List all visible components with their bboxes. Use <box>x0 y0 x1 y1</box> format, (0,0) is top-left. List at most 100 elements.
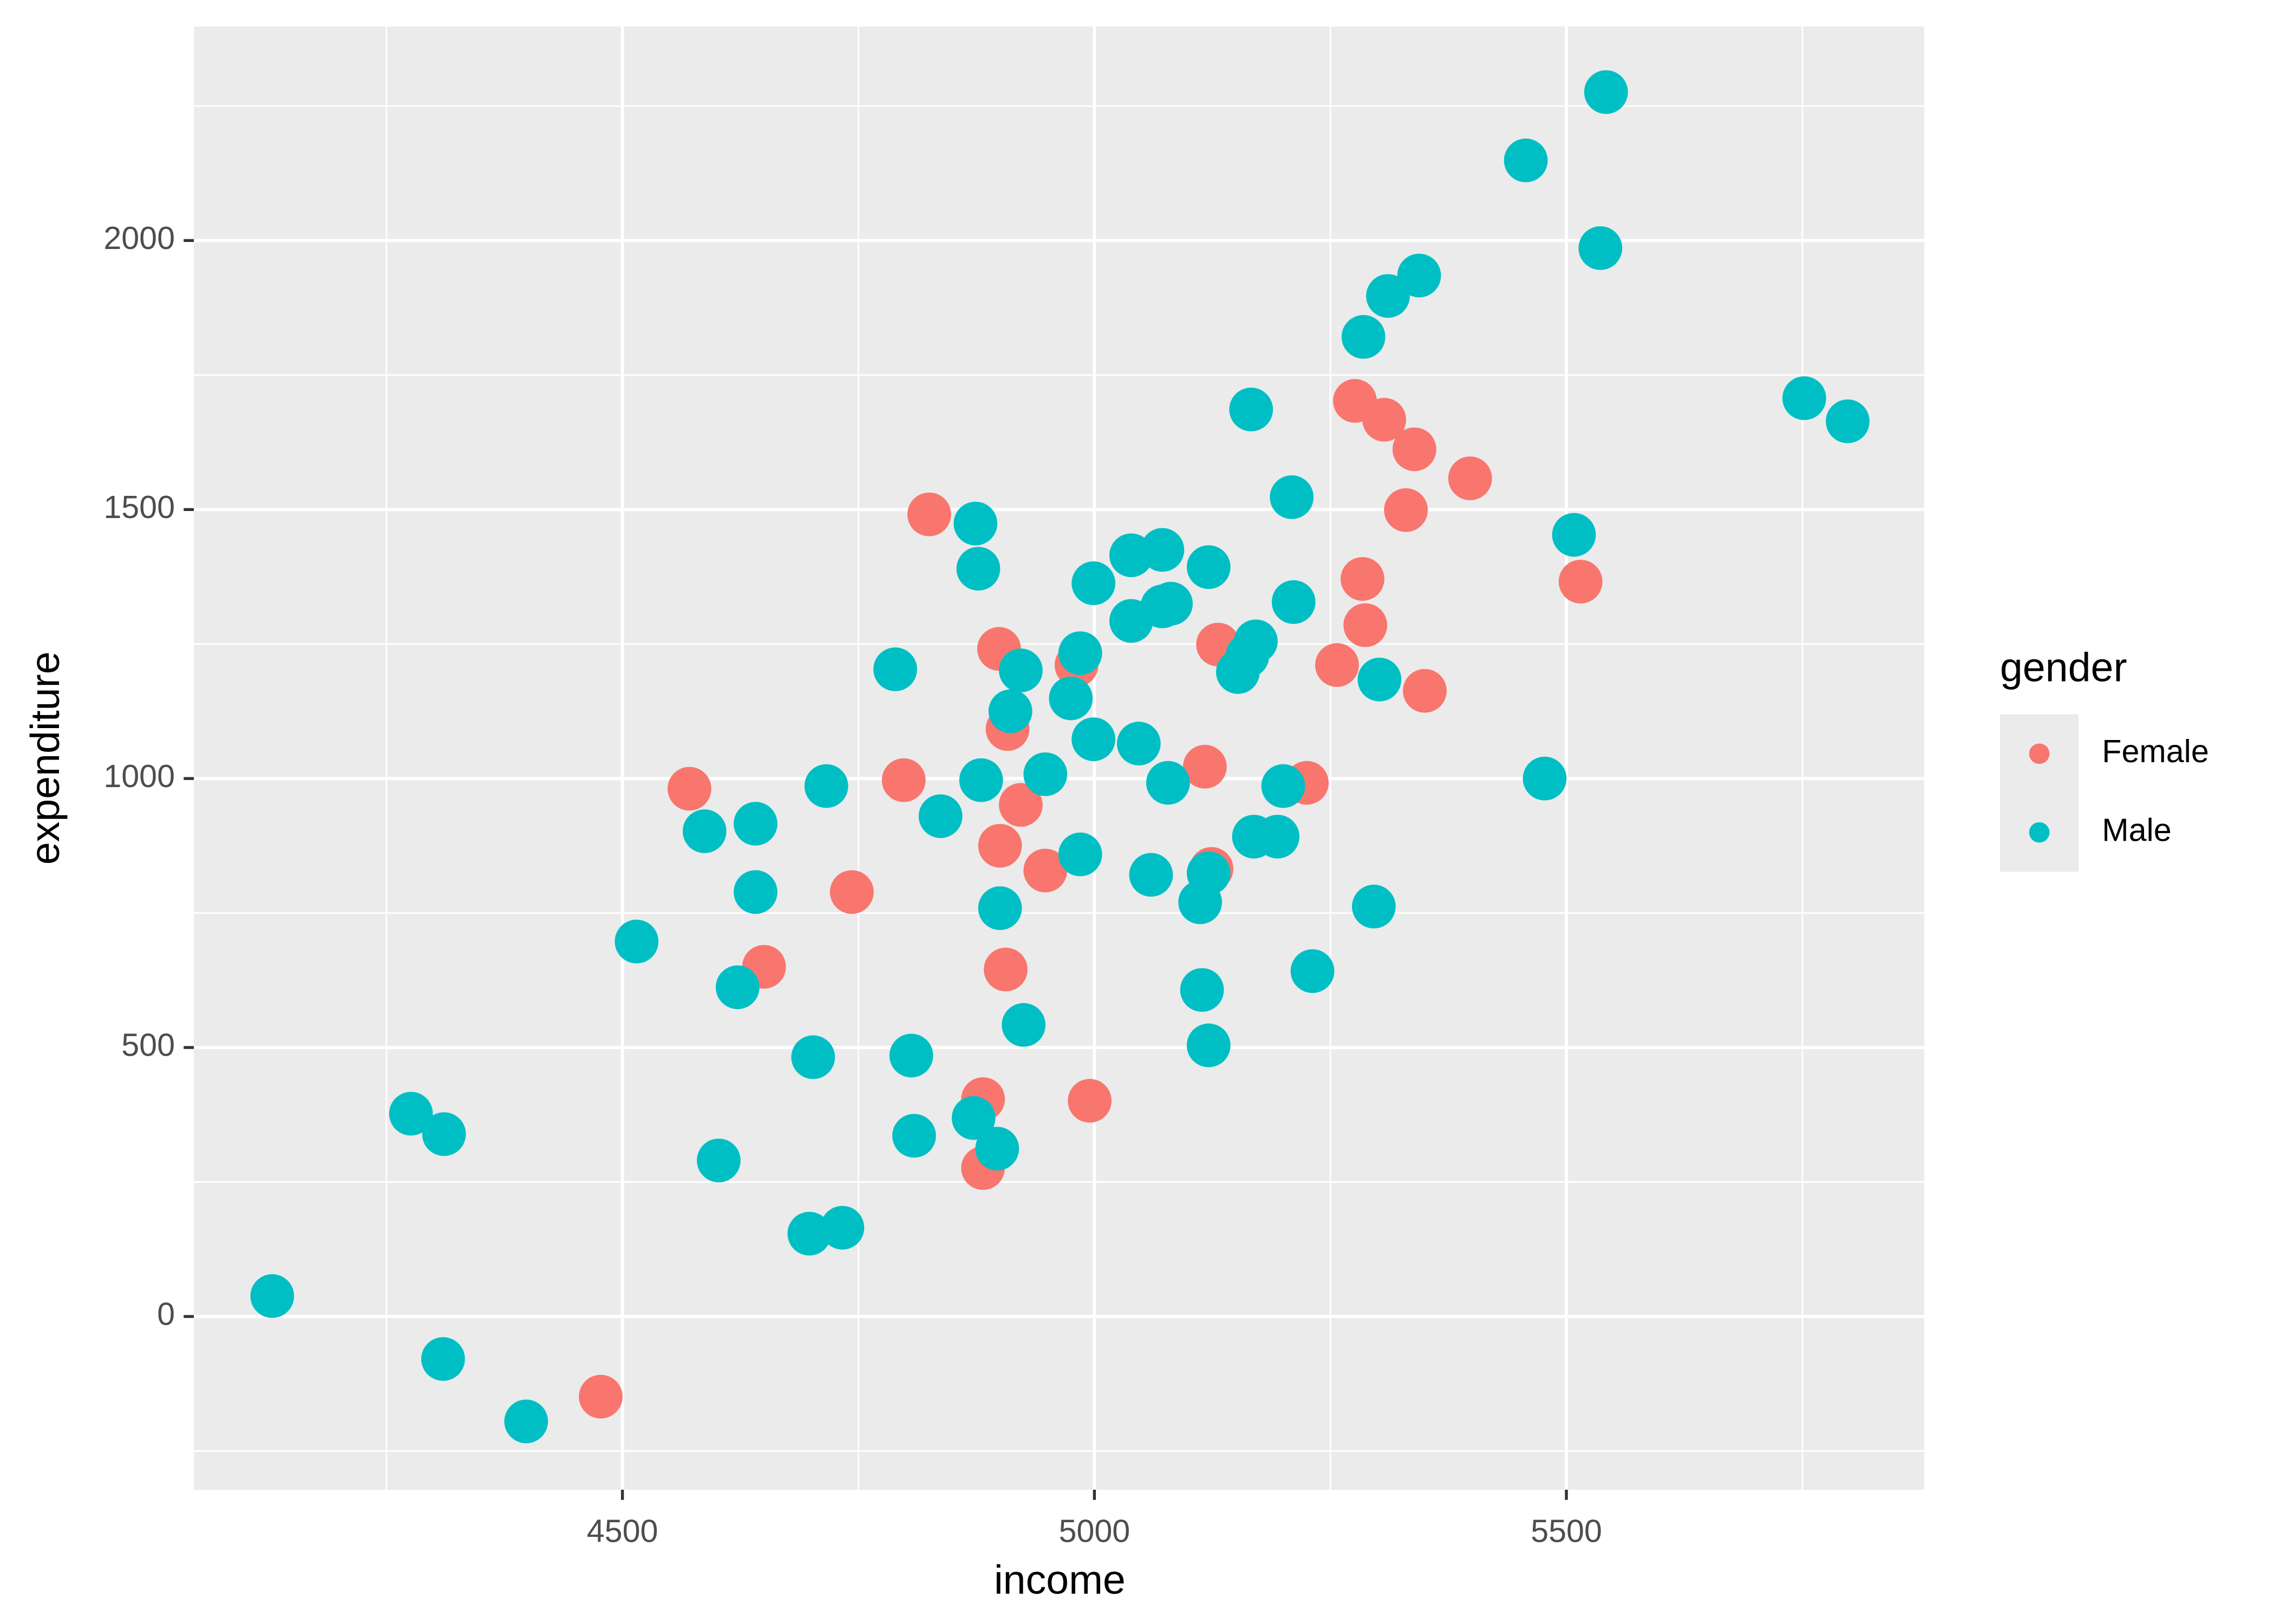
point <box>791 1035 835 1079</box>
x-axis-title: income <box>994 1557 1126 1602</box>
point <box>421 1337 465 1381</box>
point <box>1403 669 1447 713</box>
point <box>998 783 1043 827</box>
point <box>1023 848 1068 893</box>
point <box>1234 619 1278 664</box>
x-tick-label: 5500 <box>1531 1512 1602 1549</box>
legend: gender Female Male <box>1999 645 2209 872</box>
point <box>697 1138 741 1183</box>
point <box>1366 274 1410 318</box>
point <box>1049 676 1093 721</box>
point <box>389 1091 433 1136</box>
point <box>715 965 760 1010</box>
point <box>1271 580 1316 624</box>
point <box>250 1274 295 1318</box>
point <box>1584 70 1628 114</box>
point <box>1071 717 1115 761</box>
point <box>1552 513 1596 557</box>
point <box>1002 1003 1045 1047</box>
y-tick-label: 1000 <box>103 758 175 794</box>
point <box>1071 561 1115 605</box>
legend-swatch <box>2029 743 2050 764</box>
point <box>1448 456 1492 501</box>
point <box>984 947 1028 992</box>
point <box>1186 1023 1231 1068</box>
point <box>988 689 1033 734</box>
point <box>1352 885 1396 929</box>
point <box>579 1374 623 1419</box>
point <box>1116 722 1161 765</box>
point <box>1782 376 1826 420</box>
point <box>1058 832 1102 876</box>
point <box>1290 949 1335 993</box>
point <box>881 758 926 802</box>
point <box>1341 315 1386 359</box>
point <box>918 794 963 839</box>
point <box>1023 752 1068 796</box>
point <box>1522 756 1567 801</box>
point <box>1397 253 1441 298</box>
point <box>1229 388 1273 431</box>
axes: 4500 5000 5500 0 500 1000 1500 2000 <box>103 220 1602 1549</box>
point <box>1129 853 1173 897</box>
point <box>615 919 659 964</box>
x-tick-label: 4500 <box>587 1512 658 1549</box>
point <box>1058 631 1102 675</box>
point <box>1270 475 1314 519</box>
point <box>1149 581 1193 626</box>
point <box>873 647 917 691</box>
point <box>820 1206 865 1250</box>
y-tick-label: 1500 <box>103 489 175 525</box>
point <box>978 886 1022 931</box>
point <box>959 758 1003 802</box>
point <box>734 870 777 914</box>
point <box>1146 761 1190 805</box>
grid <box>194 26 1924 1490</box>
x-tick-label: 5000 <box>1058 1512 1130 1549</box>
point <box>1578 226 1623 270</box>
point <box>1186 545 1231 589</box>
point <box>1341 557 1384 601</box>
point <box>1343 603 1388 647</box>
point <box>1384 488 1428 532</box>
point <box>787 1212 832 1256</box>
point <box>998 649 1043 692</box>
point <box>953 501 998 546</box>
point <box>1261 764 1305 808</box>
y-tick-label: 500 <box>121 1027 175 1063</box>
point <box>951 1096 996 1140</box>
legend-label: Female <box>2102 733 2208 769</box>
point <box>1504 138 1548 182</box>
point <box>975 1127 1020 1171</box>
point <box>804 764 848 808</box>
point <box>978 823 1022 868</box>
point <box>682 809 727 853</box>
point <box>1392 427 1436 472</box>
point <box>1357 657 1402 702</box>
legend-title: gender <box>2000 645 2127 690</box>
point <box>1178 880 1222 925</box>
point <box>1140 528 1185 572</box>
point <box>1180 968 1224 1012</box>
point <box>1362 397 1406 442</box>
point <box>956 547 1001 591</box>
point <box>422 1112 466 1156</box>
point <box>892 1114 936 1158</box>
point <box>1315 643 1359 687</box>
y-axis-title: expenditure <box>22 651 68 865</box>
point <box>1558 560 1603 604</box>
point <box>829 870 874 914</box>
point <box>504 1399 548 1444</box>
y-tick-label: 0 <box>157 1296 175 1332</box>
legend-swatch <box>2029 822 2050 843</box>
point <box>1068 1079 1112 1123</box>
point <box>1182 744 1227 789</box>
point <box>1256 815 1299 859</box>
legend-label: Male <box>2102 811 2171 848</box>
point <box>668 767 711 811</box>
points <box>250 70 1870 1444</box>
point <box>734 802 777 846</box>
y-tick-label: 2000 <box>103 220 175 256</box>
